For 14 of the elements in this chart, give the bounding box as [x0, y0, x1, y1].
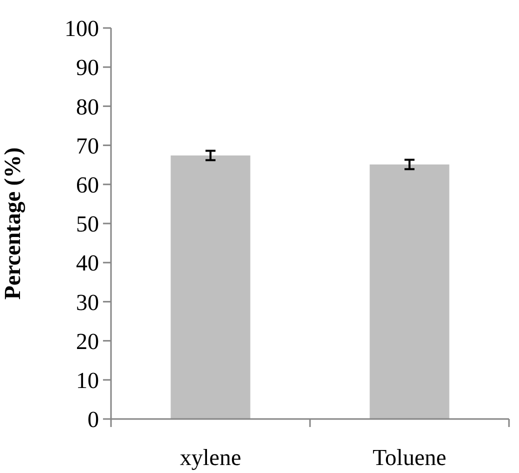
y-tick-label: 90 [76, 55, 99, 80]
y-tick-label: 70 [76, 133, 99, 158]
y-tick-label: 0 [88, 407, 99, 432]
y-tick-label: 80 [76, 94, 99, 120]
y-tick-label: 50 [76, 212, 99, 237]
y-tick-label: 100 [64, 16, 99, 42]
y-tick-label: 60 [76, 172, 99, 198]
y-tick-label: 30 [76, 290, 99, 315]
y-axis-title: Percentage (%) [0, 147, 26, 300]
x-tick-label: xylene [180, 445, 242, 470]
y-tick-label: 10 [76, 368, 99, 393]
y-tick-label: 40 [76, 250, 99, 276]
y-tick-label: 20 [76, 328, 99, 354]
x-tick-label: Toluene [372, 445, 446, 470]
